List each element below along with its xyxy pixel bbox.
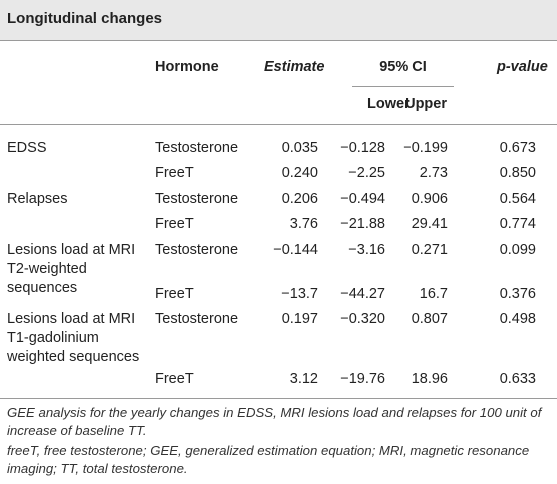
row-estimate: 3.76 [289, 216, 318, 232]
row-hormone: Testosterone [155, 140, 239, 156]
table-bottom-rule [0, 398, 557, 399]
row-label: Lesions load at MRI T2-weighted sequence… [7, 242, 136, 296]
row-lower: −2.25 [348, 165, 385, 181]
row-estimate: 0.240 [281, 165, 318, 181]
header-hormone: Hormone [155, 59, 219, 75]
row-estimate: 0.197 [281, 311, 318, 327]
table-footnote: GEE analysis for the yearly changes in E… [7, 405, 542, 438]
row-lower: −21.88 [340, 216, 385, 232]
row-estimate: 0.035 [281, 140, 318, 156]
row-hormone: Testosterone [155, 242, 239, 258]
header-lower: Lower [367, 96, 410, 112]
row-pvalue: 0.850 [499, 165, 536, 181]
row-upper: 0.906 [411, 191, 448, 207]
row-label: Lesions load at MRI T1-gadolinium weight… [7, 311, 140, 365]
row-pvalue: 0.498 [499, 311, 536, 327]
header-bottom-rule [0, 124, 557, 125]
row-pvalue: 0.673 [499, 140, 536, 156]
row-estimate: 0.206 [281, 191, 318, 207]
ci-header-rule [352, 86, 454, 87]
row-pvalue: 0.564 [499, 191, 536, 207]
header-upper: Upper [405, 96, 447, 112]
table-footnote: freeT, free testosterone; GEE, generaliz… [7, 443, 530, 476]
row-lower: −3.16 [348, 242, 385, 258]
row-pvalue: 0.774 [499, 216, 536, 232]
header-estimate: Estimate [264, 59, 325, 75]
row-lower: −0.320 [340, 311, 385, 327]
row-hormone: FreeT [155, 216, 194, 232]
row-lower: −44.27 [340, 286, 385, 302]
header-pvalue: p-value [497, 59, 548, 75]
row-estimate: −13.7 [281, 286, 318, 302]
row-upper: 29.41 [411, 216, 448, 232]
row-estimate: −0.144 [273, 242, 318, 258]
header-ci: 95% CI [379, 59, 427, 75]
row-upper: 2.73 [419, 165, 448, 181]
row-label: Relapses [7, 191, 68, 207]
row-upper: 0.271 [411, 242, 448, 258]
row-upper: 0.807 [411, 311, 448, 327]
table-title: Longitudinal changes [7, 10, 163, 27]
row-hormone: Testosterone [155, 191, 239, 207]
row-pvalue: 0.633 [499, 371, 536, 387]
table-title-bar: Longitudinal changes [0, 0, 557, 41]
row-hormone: Testosterone [155, 311, 239, 327]
row-hormone: FreeT [155, 165, 194, 181]
row-upper: 16.7 [419, 286, 448, 302]
row-pvalue: 0.099 [499, 242, 536, 258]
row-label: EDSS [7, 140, 47, 156]
row-hormone: FreeT [155, 286, 194, 302]
row-lower: −0.494 [340, 191, 385, 207]
row-upper: −0.199 [403, 140, 448, 156]
row-hormone: FreeT [155, 371, 194, 387]
row-upper: 18.96 [411, 371, 448, 387]
row-pvalue: 0.376 [499, 286, 536, 302]
row-estimate: 3.12 [289, 371, 318, 387]
row-lower: −19.76 [340, 371, 385, 387]
row-lower: −0.128 [340, 140, 385, 156]
